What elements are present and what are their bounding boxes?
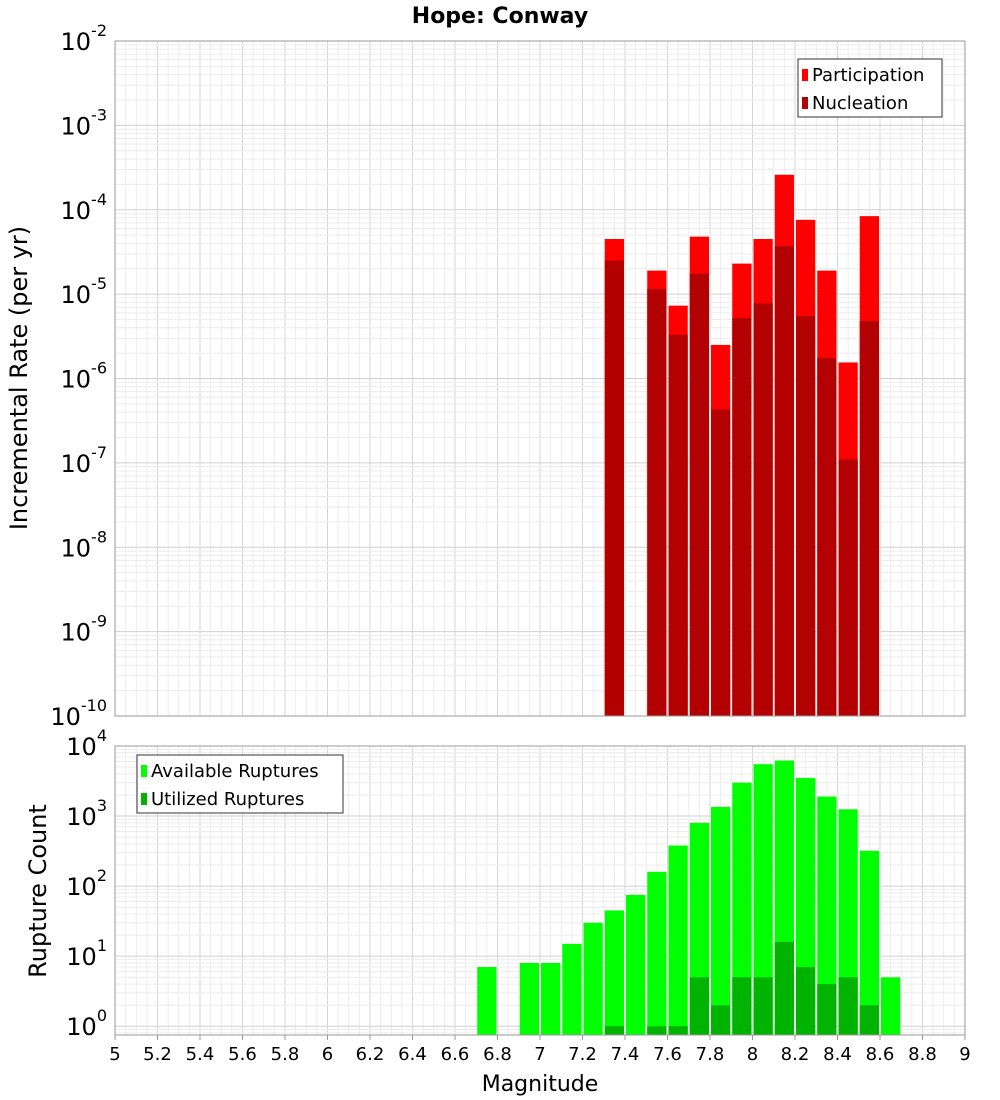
- top-bar-nucleation: [817, 358, 836, 716]
- top-bar-nucleation: [732, 318, 751, 716]
- bottom-y-ticks: 100 101 102 103 104: [66, 726, 107, 1041]
- x-tick-label: 7: [534, 1044, 545, 1065]
- top-bar-nucleation: [860, 321, 879, 716]
- bottom-bar-available-ruptures: [669, 846, 688, 1035]
- bottom-bar-utilized-ruptures: [605, 1026, 624, 1035]
- top-bar-nucleation: [690, 274, 709, 716]
- top-plot-area: 10-1010-910-810-710-610-510-410-310-2Par…: [50, 21, 965, 731]
- bottom-bar-available-ruptures: [520, 963, 539, 1035]
- bottom-bar-utilized-ruptures: [796, 967, 815, 1035]
- bottom-bar-available-ruptures: [881, 977, 900, 1035]
- bottom-bar-utilized-ruptures: [817, 984, 836, 1035]
- bottom-bar-available-ruptures: [711, 807, 730, 1035]
- bottom-bar-utilized-ruptures: [669, 1026, 688, 1035]
- bottom-bar-utilized-ruptures: [839, 977, 858, 1035]
- bottom-bar-available-ruptures: [605, 910, 624, 1035]
- top-legend: Participation Nucleation: [798, 59, 942, 117]
- bottom-bar-utilized-ruptures: [860, 1005, 879, 1035]
- top-y-tick-label: 10-5: [61, 274, 108, 309]
- bottom-bar-utilized-ruptures: [690, 977, 709, 1035]
- top-legend-label: Nucleation: [812, 93, 908, 114]
- x-tick-label: 8.2: [781, 1044, 810, 1065]
- top-y-tick-label: 10-7: [61, 443, 108, 478]
- x-tick-label: 8: [747, 1044, 758, 1065]
- bottom-y-tick-label: 104: [66, 726, 107, 761]
- x-tick-label: 6.8: [483, 1044, 512, 1065]
- bottom-legend-swatch: [141, 765, 147, 777]
- top-bar-nucleation: [711, 409, 730, 716]
- top-grid: [115, 41, 965, 716]
- bottom-legend-swatch: [141, 793, 147, 805]
- bottom-bar-available-ruptures: [647, 872, 666, 1035]
- bottom-plot-area: 100 101 102 103 104 5 5.2 5.4 5.6 5.8 6 6.2 6.4 6.6 6.…: [66, 726, 970, 1065]
- top-y-tick-label: 10-6: [61, 359, 108, 394]
- chart-title: Hope: Conway: [412, 4, 588, 29]
- x-tick-label: 6.6: [441, 1044, 470, 1065]
- top-y-tick-label: 10-2: [61, 21, 108, 56]
- x-tick-label: 6.2: [356, 1044, 385, 1065]
- bottom-x-ticks: 5 5.2 5.4 5.6 5.8 6 6.2 6.4 6.6 6.8 7 7.2 7.4 7.6 7.8 8…: [109, 1035, 970, 1065]
- top-bar-nucleation: [605, 261, 624, 716]
- top-y-ticks: 10-1010-910-810-710-610-510-410-310-2: [50, 21, 107, 731]
- x-tick-label: 7.6: [653, 1044, 682, 1065]
- x-tick-label: 5.2: [143, 1044, 172, 1065]
- x-tick-label: 8.4: [823, 1044, 852, 1065]
- bottom-bar-utilized-ruptures: [711, 1005, 730, 1035]
- x-tick-label: 7.4: [611, 1044, 640, 1065]
- bottom-bar-available-ruptures: [541, 963, 560, 1035]
- bottom-bar-available-ruptures: [477, 967, 496, 1035]
- top-bar-nucleation: [647, 289, 666, 716]
- bottom-y-axis-label: Rupture Count: [24, 804, 52, 978]
- x-tick-label: 6.4: [398, 1044, 427, 1065]
- x-tick-label: 7.8: [696, 1044, 725, 1065]
- bottom-legend: Available Ruptures Utilized Ruptures: [137, 755, 343, 813]
- top-y-tick-label: 10-9: [61, 612, 108, 647]
- x-tick-label: 9: [959, 1044, 970, 1065]
- top-y-axis-label: Incremental Rate (per yr): [5, 226, 33, 530]
- x-tick-label: 5.4: [186, 1044, 215, 1065]
- top-y-tick-label: 10-4: [61, 190, 108, 225]
- bottom-bar-utilized-ruptures: [775, 942, 794, 1035]
- bottom-bar-utilized-ruptures: [732, 977, 751, 1035]
- top-legend-swatch: [802, 97, 808, 109]
- x-tick-label: 8.6: [866, 1044, 895, 1065]
- x-tick-label: 8.8: [908, 1044, 937, 1065]
- top-bar-nucleation: [754, 303, 773, 716]
- bottom-bar-utilized-ruptures: [647, 1026, 666, 1035]
- top-bar-nucleation: [775, 246, 794, 716]
- bottom-bar-available-ruptures: [626, 895, 645, 1035]
- x-tick-label: 5.8: [271, 1044, 300, 1065]
- top-legend-swatch: [802, 69, 808, 81]
- x-tick-label: 5: [109, 1044, 120, 1065]
- bottom-bar-available-ruptures: [562, 944, 581, 1035]
- top-y-tick-label: 10-8: [61, 527, 108, 562]
- bottom-bar-available-ruptures: [584, 923, 603, 1035]
- top-bar-nucleation: [669, 335, 688, 716]
- x-tick-label: 6: [322, 1044, 333, 1065]
- bottom-legend-label: Available Ruptures: [151, 761, 319, 782]
- bottom-y-tick-label: 103: [66, 796, 107, 831]
- x-axis-label: Magnitude: [482, 1072, 599, 1097]
- bottom-y-tick-label: 101: [66, 936, 107, 971]
- bottom-y-tick-label: 102: [66, 866, 107, 901]
- bottom-y-tick-label: 100: [66, 1006, 107, 1041]
- bottom-legend-label: Utilized Ruptures: [151, 789, 304, 810]
- top-bar-nucleation: [796, 316, 815, 716]
- x-tick-label: 7.2: [568, 1044, 597, 1065]
- x-tick-label: 5.6: [228, 1044, 257, 1065]
- top-legend-label: Participation: [812, 65, 924, 86]
- bottom-bar-utilized-ruptures: [754, 977, 773, 1035]
- top-bar-nucleation: [839, 459, 858, 716]
- top-y-tick-label: 10-3: [61, 105, 108, 140]
